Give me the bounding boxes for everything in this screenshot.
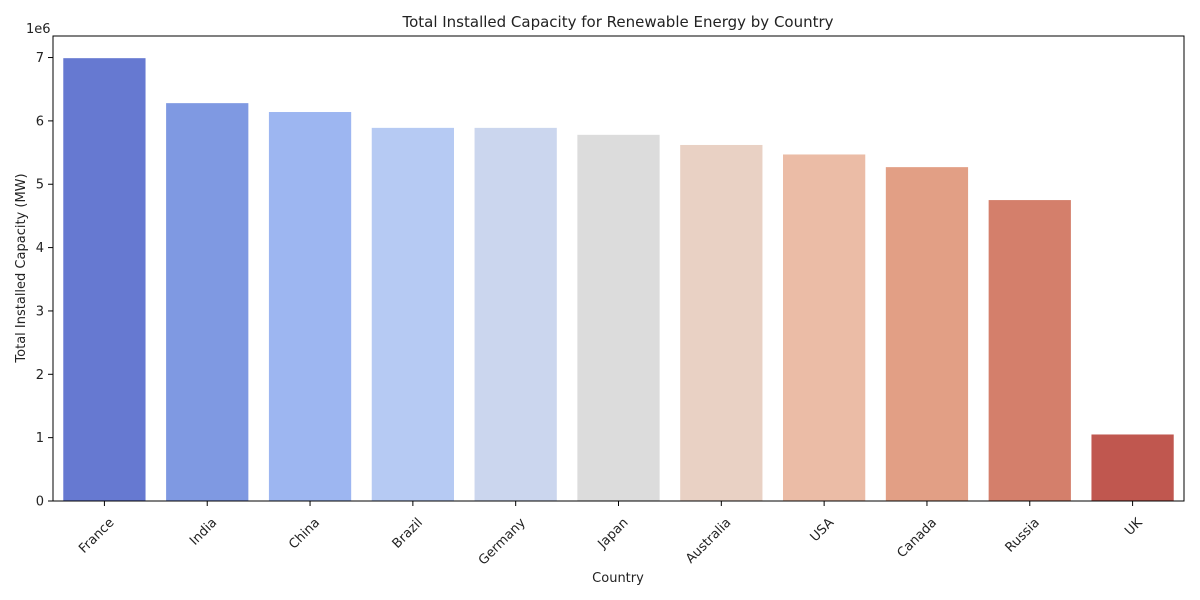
y-tick-label: 2 bbox=[36, 368, 44, 383]
bar-uk bbox=[1091, 434, 1174, 501]
y-tick-label: 1 bbox=[36, 431, 44, 446]
x-tick-label: Germany bbox=[476, 515, 529, 568]
bar-france bbox=[63, 58, 146, 501]
y-axis-label: Total Installed Capacity (MW) bbox=[14, 173, 29, 363]
chart-title: Total Installed Capacity for Renewable E… bbox=[401, 13, 833, 31]
y-tick-label: 4 bbox=[36, 241, 44, 256]
plot-frame bbox=[52, 35, 1185, 502]
y-tick-label: 7 bbox=[36, 51, 44, 66]
x-tick-label: India bbox=[187, 515, 220, 548]
x-tick-label: Russia bbox=[1003, 515, 1043, 555]
bar-india bbox=[166, 103, 249, 501]
y-offset-label: 1e6 bbox=[26, 22, 51, 37]
x-axis-label: Country bbox=[592, 571, 644, 586]
x-tick-label: Japan bbox=[595, 515, 632, 552]
x-tick-label: France bbox=[76, 515, 117, 556]
bar-germany bbox=[474, 127, 557, 501]
x-tick-label: Brazil bbox=[390, 515, 426, 551]
bar-russia bbox=[988, 200, 1071, 501]
y-tick-label: 3 bbox=[36, 304, 44, 319]
x-tick-label: Canada bbox=[894, 515, 940, 561]
y-tick-label: 0 bbox=[36, 495, 44, 510]
bar-brazil bbox=[371, 127, 454, 501]
y-tick-label: 5 bbox=[36, 178, 44, 193]
y-ticks-group: 0 1 2 3 4 5 6 7 bbox=[36, 51, 53, 510]
y-tick-label: 6 bbox=[36, 114, 44, 129]
bar-japan bbox=[577, 134, 660, 501]
bar-canada bbox=[885, 167, 969, 501]
x-tick-label: USA bbox=[808, 515, 838, 545]
x-tick-label: Australia bbox=[683, 515, 734, 566]
bar-usa bbox=[783, 154, 866, 502]
x-ticks-group: France India China Brazil Germany Japan Austra… bbox=[76, 501, 1146, 568]
x-tick-label: China bbox=[286, 515, 323, 552]
bar-australia bbox=[680, 144, 763, 501]
x-tick-label: UK bbox=[1122, 515, 1146, 539]
bars-group bbox=[63, 58, 1174, 502]
bar-china bbox=[268, 112, 352, 502]
